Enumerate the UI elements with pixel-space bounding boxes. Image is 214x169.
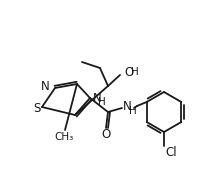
Text: H: H — [131, 67, 139, 77]
Text: CH₃: CH₃ — [54, 132, 74, 142]
Text: H: H — [98, 97, 106, 107]
Text: H: H — [129, 106, 137, 116]
Text: N: N — [123, 101, 132, 114]
Text: N: N — [41, 80, 50, 93]
Text: N: N — [93, 91, 102, 104]
Text: S: S — [33, 102, 41, 115]
Text: O: O — [124, 66, 133, 78]
Text: O: O — [101, 128, 111, 141]
Text: Cl: Cl — [165, 146, 177, 159]
